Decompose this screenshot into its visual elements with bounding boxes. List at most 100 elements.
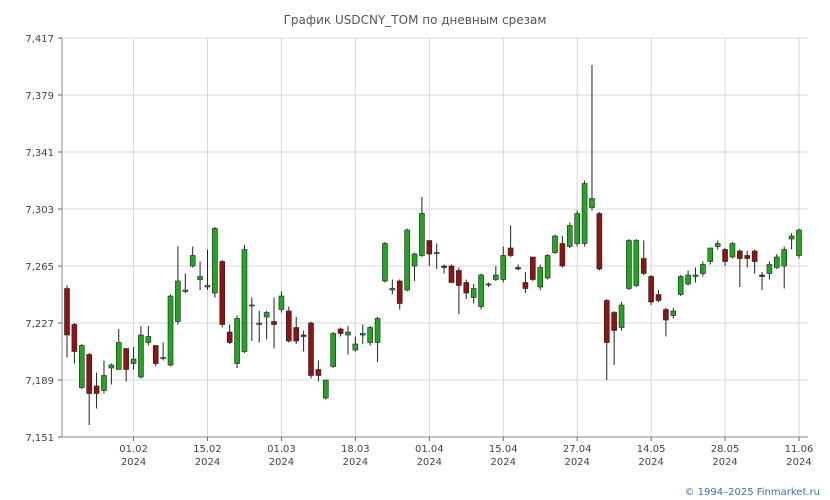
- candle-body: [189, 255, 196, 267]
- candle-body: [478, 274, 484, 307]
- candle-body: [241, 249, 248, 352]
- candle-body: [759, 274, 765, 277]
- candle-body: [515, 267, 521, 270]
- candle-body: [374, 318, 381, 343]
- candle-body: [345, 331, 351, 336]
- candle-body: [581, 183, 588, 244]
- candle-body: [766, 264, 773, 274]
- candle-body: [367, 327, 373, 343]
- candle-body: [640, 258, 647, 274]
- candle-body: [603, 300, 610, 343]
- candle-body: [78, 345, 85, 388]
- candle-body: [552, 235, 558, 253]
- x-tick-year: 2024: [638, 457, 663, 468]
- candle-body: [633, 240, 640, 286]
- candle-body: [389, 288, 396, 291]
- y-tick-label: 7,303: [25, 205, 54, 216]
- candle-body: [544, 255, 551, 279]
- candle-body: [337, 328, 344, 334]
- candle-body: [441, 265, 447, 268]
- candle-body: [308, 322, 314, 376]
- candle-body: [611, 312, 617, 331]
- candle-body: [426, 240, 433, 255]
- candle-body: [737, 250, 743, 259]
- candle-body: [226, 331, 233, 343]
- candle-body: [685, 274, 691, 285]
- x-tick-label: 18.03: [341, 444, 370, 455]
- candle-body: [729, 243, 736, 258]
- x-tick-year: 2024: [712, 457, 737, 468]
- candle-body: [559, 243, 566, 267]
- x-tick-label: 27.04: [563, 444, 592, 455]
- candle-body: [707, 247, 714, 262]
- candle-body: [670, 310, 677, 316]
- y-tick-label: 7,265: [25, 262, 54, 273]
- candle-body: [692, 274, 699, 277]
- candle-body: [404, 229, 410, 291]
- candle-body: [522, 282, 529, 289]
- candle-body: [722, 249, 728, 262]
- x-tick-label: 15.04: [489, 444, 518, 455]
- x-tick-year: 2024: [121, 457, 146, 468]
- candle-body: [589, 198, 595, 208]
- candle-body: [286, 310, 292, 342]
- candle-body: [596, 213, 603, 270]
- candle-body: [278, 295, 285, 310]
- candle-body: [64, 288, 70, 336]
- candle-body: [322, 379, 329, 399]
- x-tick-label: 01.03: [267, 444, 296, 455]
- candle-body: [115, 342, 122, 370]
- candle-body: [152, 345, 159, 364]
- y-tick-label: 7,189: [25, 376, 54, 387]
- candle-body: [470, 288, 477, 298]
- x-tick-year: 2024: [491, 457, 516, 468]
- candle-body: [663, 309, 669, 321]
- y-tick-label: 7,379: [25, 91, 54, 102]
- candle-body: [71, 324, 78, 352]
- candle-body: [655, 294, 662, 301]
- candle-body: [500, 255, 507, 280]
- candle-body: [108, 364, 115, 369]
- candle-body: [382, 243, 388, 282]
- candle-body: [330, 333, 336, 367]
- candle-body: [781, 249, 788, 267]
- x-tick-label: 15.02: [193, 444, 222, 455]
- y-tick-label: 7,227: [25, 319, 54, 330]
- candle-body: [352, 343, 359, 351]
- candle-body: [182, 289, 189, 292]
- candle-body: [271, 321, 277, 325]
- candle-body: [93, 385, 100, 394]
- candle-body: [530, 256, 536, 280]
- candle-body: [411, 253, 418, 267]
- x-tick-year: 2024: [564, 457, 589, 468]
- candle-body: [774, 256, 780, 268]
- candle-body: [101, 375, 107, 391]
- candle-body: [788, 235, 795, 240]
- candle-body: [130, 358, 137, 364]
- x-tick-label: 11.06: [785, 444, 814, 455]
- candle-body: [485, 283, 492, 286]
- candle-body: [212, 228, 218, 294]
- candle-body: [796, 229, 802, 256]
- candle-body: [433, 252, 440, 254]
- candle-body: [700, 264, 706, 274]
- x-tick-label: 28.05: [711, 444, 740, 455]
- x-tick-year: 2024: [195, 457, 220, 468]
- candle-body: [300, 334, 307, 337]
- candle-body: [263, 312, 270, 318]
- candle-body: [145, 336, 152, 343]
- x-tick-label: 01.02: [119, 444, 148, 455]
- candle-body: [744, 255, 751, 259]
- candle-body: [493, 274, 499, 280]
- candle-body: [160, 357, 166, 359]
- candle-body: [566, 225, 573, 247]
- candle-body: [574, 213, 580, 244]
- candle-body: [293, 327, 300, 342]
- candle-body: [123, 348, 129, 370]
- candle-body: [751, 250, 758, 262]
- candle-body: [537, 267, 544, 288]
- candle-body: [507, 247, 514, 256]
- candle-body: [315, 369, 322, 376]
- candle-body: [626, 240, 632, 289]
